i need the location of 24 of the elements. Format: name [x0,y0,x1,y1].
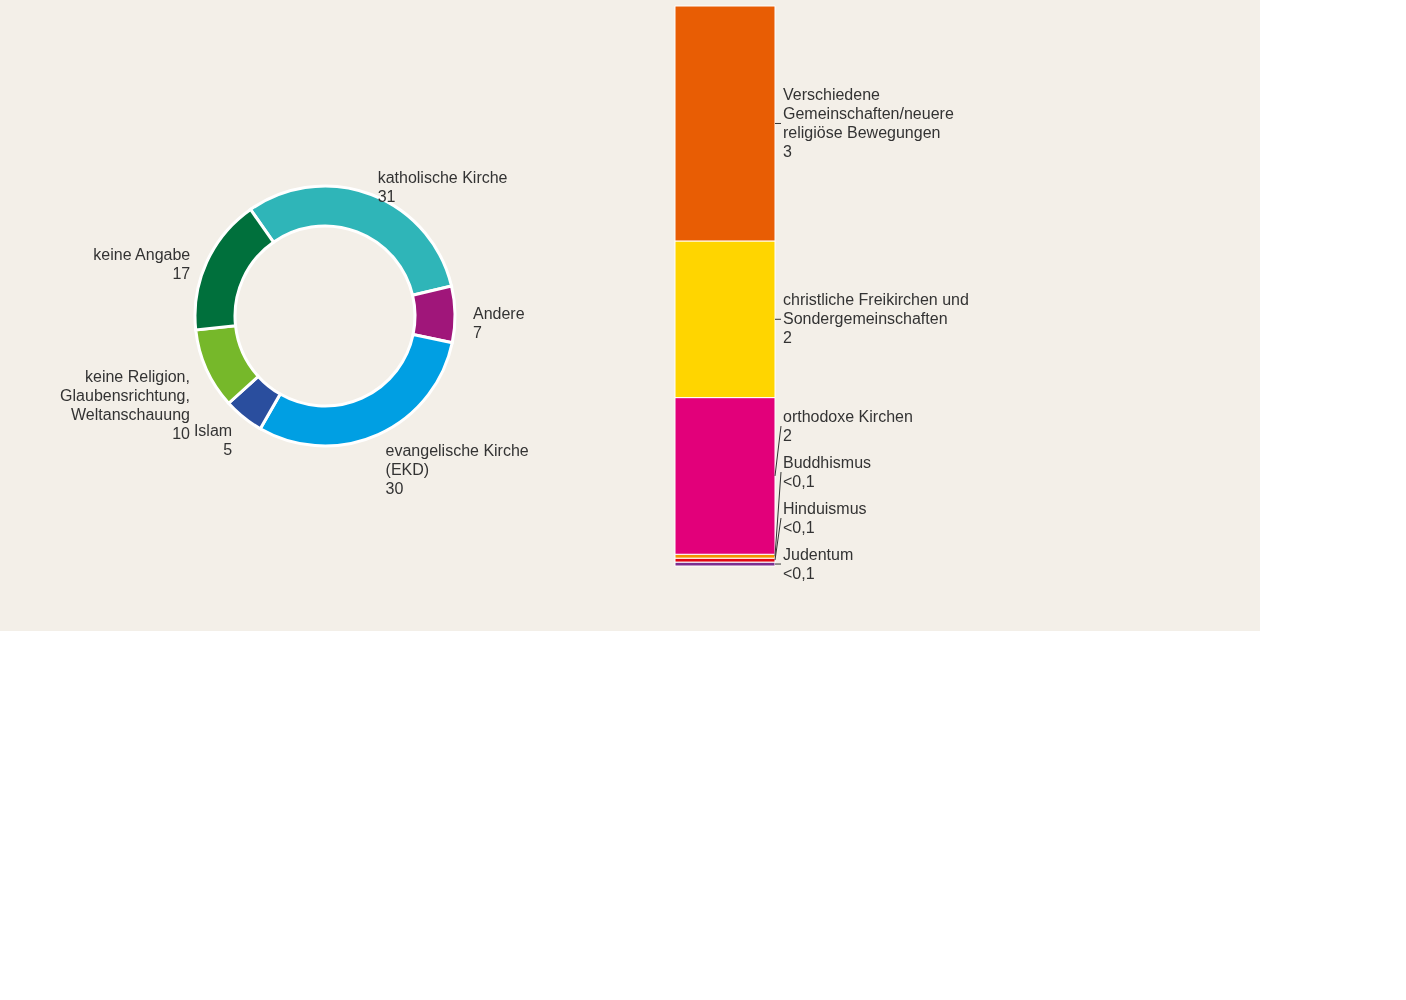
data-label: 10 [172,424,191,442]
text: Hinduismus [783,499,867,517]
data-label: 2 [783,329,792,347]
series-label: Verschiedene Gemeinschaften/neuere religiöse Bewegungen [783,85,954,141]
series-label: Judentum [783,545,854,563]
slice-label: katholische Kirche [377,168,508,186]
data-label: 17 [172,264,191,282]
data-label: 30 [385,480,404,498]
slice-label: Islam [193,422,233,440]
slice-label: keine Angabe [93,245,191,263]
data-label: 3 [783,142,792,160]
data-label: 5 [223,441,233,459]
data-label: 7 [472,324,482,342]
data-label: 31 [377,187,396,205]
slice-label: keine Religion, Glaubensrichtung, Weltanschauung [60,367,190,423]
series-label: christliche Freikirchen und Sondergemeinschaften [783,291,969,328]
data-label: <0,1 [783,564,815,582]
slice-label: evangelische Kirche (EKD) [385,442,529,479]
text: Buddhismus [783,453,872,471]
data-label: 2 [783,426,792,444]
series-label: orthodoxe Kirchen [783,407,913,425]
data-label: <0,1 [783,518,815,536]
slice-label: Andere [472,305,525,323]
data-label: <0,1 [783,472,815,490]
